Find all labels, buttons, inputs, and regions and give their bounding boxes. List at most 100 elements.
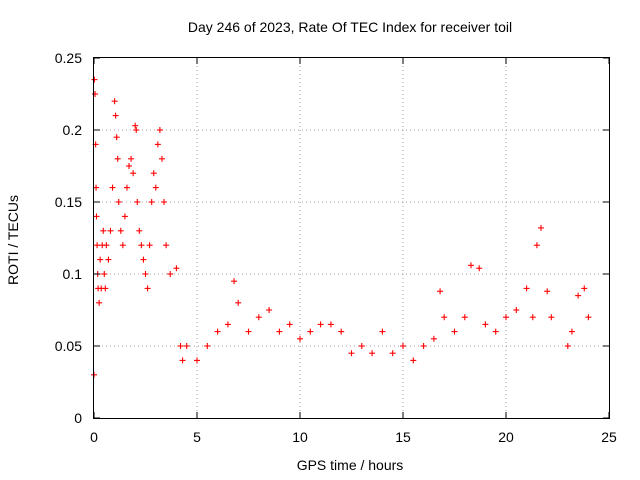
data-point [100, 227, 107, 234]
data-point [503, 314, 509, 321]
data-point [276, 328, 283, 335]
data-point [564, 343, 571, 349]
data-point [144, 285, 151, 292]
data-point [513, 307, 520, 313]
data-point [112, 112, 119, 119]
data-point [142, 271, 149, 277]
data-point [327, 321, 334, 328]
data-point [156, 127, 163, 133]
data-point [154, 141, 161, 148]
data-point [148, 199, 155, 205]
data-point [123, 184, 130, 191]
y-tick-labels: 0 0.05 0.1 0.15 0.2 0.25 [55, 50, 82, 426]
data-point [400, 343, 406, 349]
x-tick-label: 20 [498, 429, 514, 445]
data-point [102, 285, 109, 292]
data-point [114, 155, 121, 162]
data-point [179, 357, 186, 364]
data-point [581, 285, 588, 292]
x-tick-label: 25 [601, 429, 617, 445]
data-point [224, 321, 231, 328]
data-point [389, 350, 396, 357]
data-point [194, 357, 200, 364]
y-tick-label: 0 [74, 410, 82, 426]
data-point [121, 213, 128, 220]
chart-title: Day 246 of 2023, Rate Of TEC Index for r… [188, 19, 512, 35]
data-point [437, 288, 444, 295]
x-axis-label: GPS time / hours [297, 457, 404, 473]
data-point [167, 271, 174, 277]
y-tick-label: 0.25 [55, 50, 82, 66]
data-point [338, 328, 345, 335]
data-point [126, 163, 133, 169]
data-point [103, 242, 110, 249]
data-point [113, 134, 120, 141]
plot-frame [93, 57, 610, 419]
data-point [183, 343, 190, 349]
data-point [297, 335, 303, 342]
data-points [91, 76, 592, 378]
data-point [441, 314, 448, 321]
data-point [255, 314, 262, 321]
y-axis-label: ROTI / TECUs [5, 195, 21, 285]
data-point [138, 242, 145, 249]
data-point [307, 328, 314, 335]
data-point [231, 278, 238, 285]
y-tick-label: 0.1 [63, 266, 83, 282]
data-point [117, 227, 124, 234]
x-tick-label: 15 [395, 429, 411, 445]
data-point [204, 343, 211, 349]
data-point [214, 328, 221, 335]
data-point [348, 350, 355, 357]
grid-lines [94, 58, 609, 418]
data-point [177, 343, 184, 349]
data-point [140, 256, 147, 263]
data-point [94, 242, 101, 249]
data-point [158, 155, 165, 162]
data-point [163, 242, 170, 249]
data-point [266, 307, 273, 313]
data-point [451, 328, 458, 335]
data-point [97, 256, 104, 263]
x-tick-label: 5 [193, 429, 201, 445]
data-point [533, 242, 540, 249]
data-point [161, 199, 168, 205]
data-point [482, 321, 489, 328]
data-point [358, 343, 365, 349]
data-point [93, 213, 100, 220]
data-point [133, 127, 140, 133]
data-point [538, 224, 545, 231]
data-point [467, 262, 474, 269]
data-point [91, 76, 98, 83]
y-tick-label: 0.2 [63, 122, 83, 138]
data-point [173, 265, 180, 272]
data-point [107, 227, 114, 234]
data-point [476, 265, 483, 272]
data-point [461, 314, 468, 321]
data-point [548, 314, 555, 321]
axis-ticks [93, 57, 610, 419]
data-point [115, 199, 122, 205]
data-point [568, 328, 575, 335]
data-point [119, 242, 126, 249]
x-tick-label: 0 [90, 429, 98, 445]
data-point [96, 299, 103, 306]
data-point [410, 357, 417, 364]
data-point [105, 256, 112, 263]
data-point [575, 292, 582, 299]
data-point [128, 155, 135, 162]
data-point [92, 91, 99, 97]
y-tick-label: 0.15 [55, 194, 82, 210]
data-point [585, 314, 592, 321]
x-tick-label: 10 [292, 429, 308, 445]
data-point [523, 285, 530, 292]
data-point [152, 184, 159, 191]
data-point [93, 184, 100, 191]
data-point [492, 328, 499, 335]
data-point [109, 184, 116, 191]
data-point [286, 321, 293, 328]
y-tick-label: 0.05 [55, 338, 82, 354]
data-point [150, 170, 157, 177]
data-point [369, 350, 376, 357]
data-point [134, 199, 141, 205]
